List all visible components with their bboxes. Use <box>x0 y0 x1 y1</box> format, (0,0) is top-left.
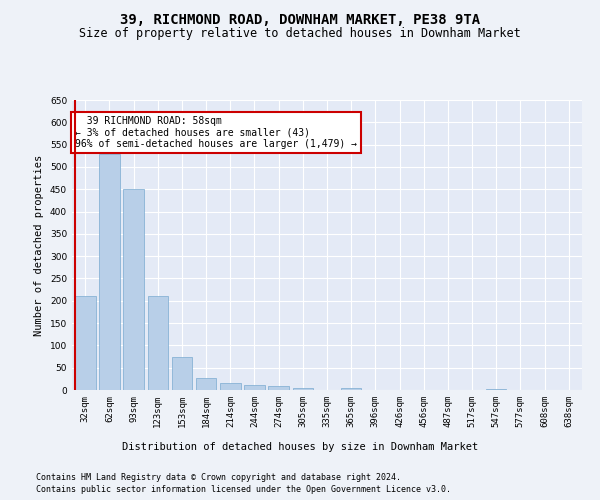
Text: Contains public sector information licensed under the Open Government Licence v3: Contains public sector information licen… <box>36 485 451 494</box>
Bar <box>99 154 120 390</box>
Bar <box>196 378 217 390</box>
Bar <box>244 385 265 390</box>
Text: Size of property relative to detached houses in Downham Market: Size of property relative to detached ho… <box>79 28 521 40</box>
Bar <box>341 388 361 390</box>
Y-axis label: Number of detached properties: Number of detached properties <box>34 154 44 336</box>
Text: 39 RICHMOND ROAD: 58sqm
← 3% of detached houses are smaller (43)
96% of semi-det: 39 RICHMOND ROAD: 58sqm ← 3% of detached… <box>75 116 357 149</box>
Bar <box>220 384 241 390</box>
Bar <box>124 189 144 390</box>
Text: Distribution of detached houses by size in Downham Market: Distribution of detached houses by size … <box>122 442 478 452</box>
Text: Contains HM Land Registry data © Crown copyright and database right 2024.: Contains HM Land Registry data © Crown c… <box>36 472 401 482</box>
Bar <box>172 356 192 390</box>
Bar <box>486 388 506 390</box>
Bar <box>148 296 168 390</box>
Bar <box>75 296 95 390</box>
Text: 39, RICHMOND ROAD, DOWNHAM MARKET, PE38 9TA: 39, RICHMOND ROAD, DOWNHAM MARKET, PE38 … <box>120 12 480 26</box>
Bar <box>268 386 289 390</box>
Bar <box>293 388 313 390</box>
